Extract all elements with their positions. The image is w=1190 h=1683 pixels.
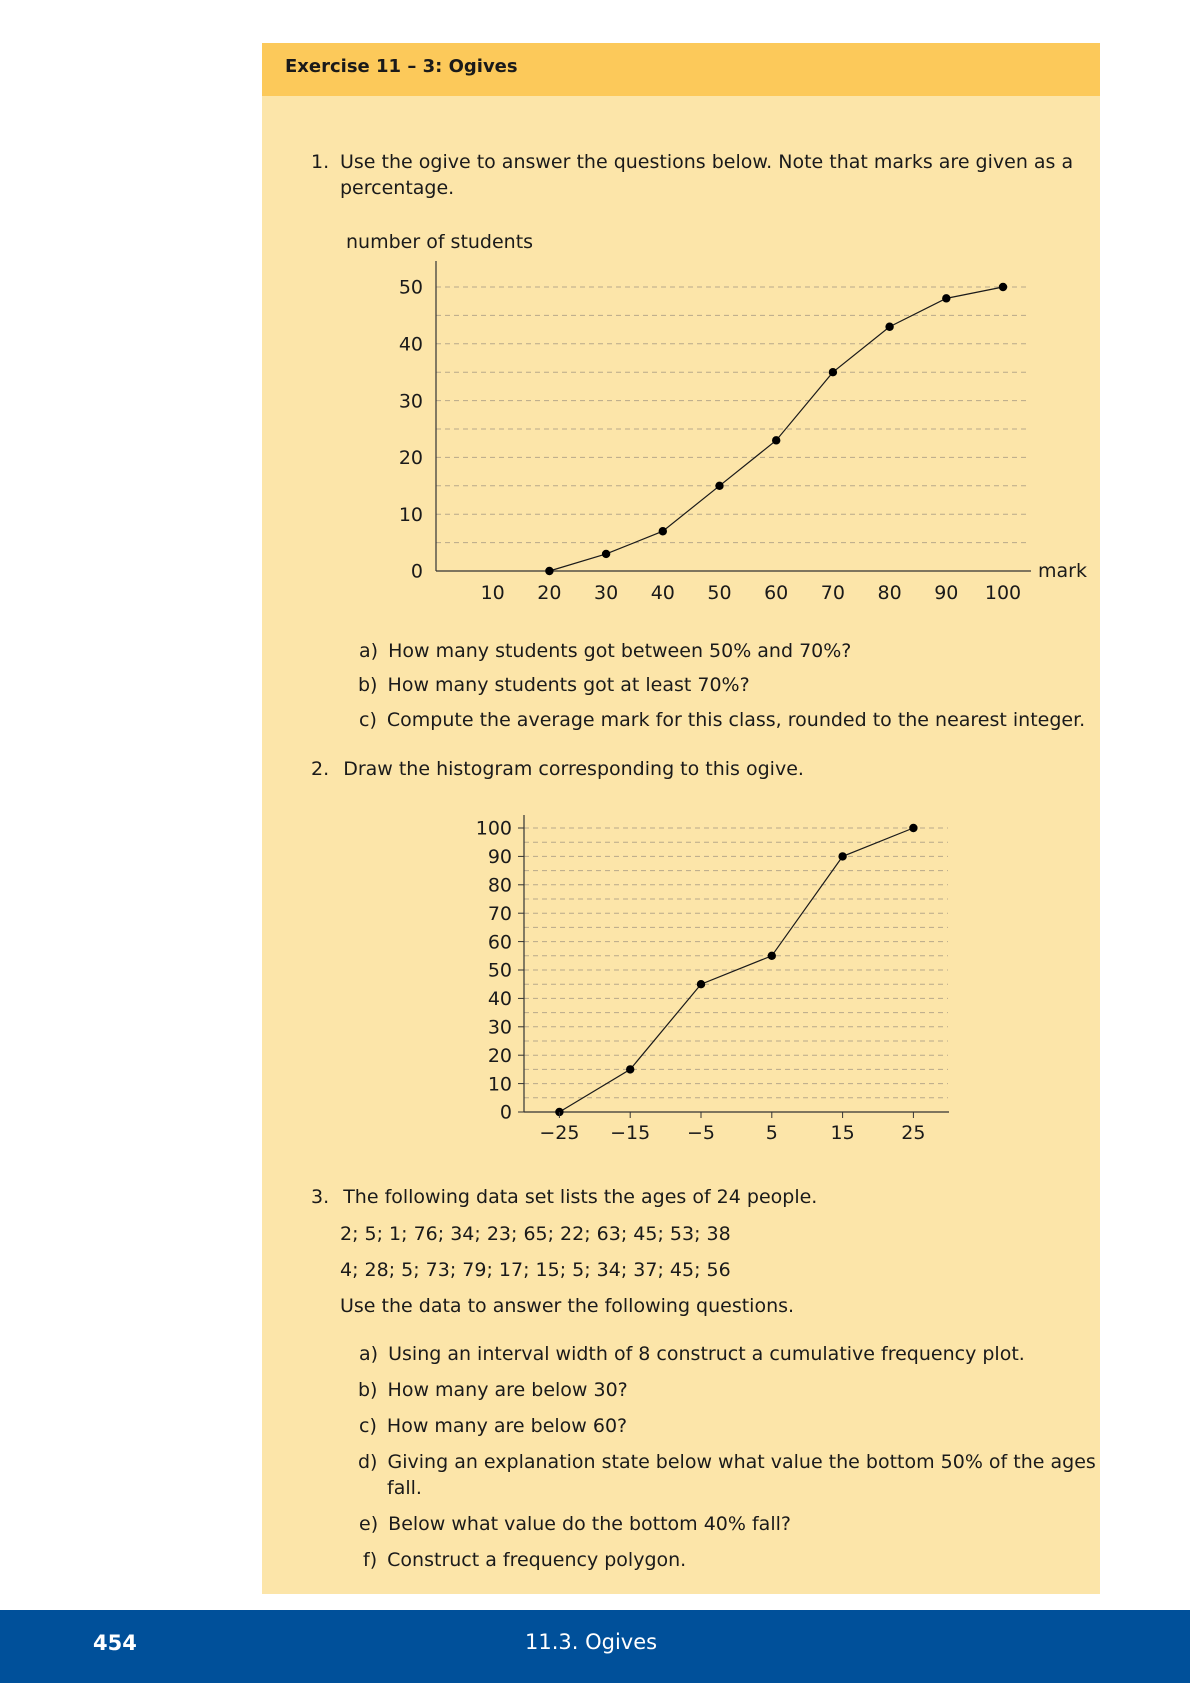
y-tick-label: 50 (399, 277, 423, 299)
x-tick-label: 15 (831, 1122, 855, 1144)
exercise-box: Exercise 11 – 3: Ogives (262, 43, 1100, 1594)
question-text-cont: percentage. (340, 177, 455, 199)
sub-text: Below what value do the bottom 40% fall? (388, 1513, 791, 1535)
sub-text: Giving an explanation state below what v… (387, 1451, 1096, 1473)
sub-label: a) (359, 640, 379, 662)
x-tick-label: 10 (481, 582, 505, 604)
question-text: Use the ogive to answer the questions be… (340, 151, 1074, 173)
x-tick-label: 30 (594, 582, 618, 604)
x-tick-label: 70 (821, 582, 845, 604)
x-tick-label: 80 (878, 582, 902, 604)
q3-sub-e: e) Below what value do the bottom 40% fa… (359, 1511, 791, 1537)
y-tick-label: 0 (500, 1102, 512, 1124)
section-label: 11.3. Ogives (525, 1630, 658, 1654)
x-tick-label: 60 (764, 582, 788, 604)
q3-sub-f: f) Construct a frequency polygon. (363, 1547, 686, 1573)
x-tick-label: 20 (537, 582, 561, 604)
sub-text: Construct a frequency polygon. (387, 1549, 687, 1571)
q3-data-line-2: 4; 28; 5; 73; 79; 17; 15; 5; 34; 37; 45;… (340, 1259, 731, 1281)
y-tick-label: 10 (488, 1073, 512, 1095)
sub-label: a) (359, 1343, 379, 1365)
q1-sub-c: c) Compute the average mark for this cla… (359, 707, 1085, 733)
q3-sub-a: a) Using an interval width of 8 construc… (359, 1341, 1025, 1367)
question-text: The following data set lists the ages of… (343, 1186, 818, 1208)
y-tick-label: 60 (488, 931, 512, 953)
exercise-title: Exercise 11 – 3: Ogives (285, 56, 518, 77)
y-tick-label: 80 (488, 874, 512, 896)
x-tick-label: 40 (651, 582, 675, 604)
y-tick-label: 20 (488, 1045, 512, 1067)
question-2: 2. Draw the histogram corresponding to t… (311, 756, 804, 782)
x-tick-label: 50 (707, 582, 731, 604)
exercise-header: Exercise 11 – 3: Ogives (262, 43, 1100, 96)
y-tick-label: 20 (399, 447, 423, 469)
y-tick-label: 30 (399, 390, 423, 412)
q3-sub-b: b) How many are below 30? (358, 1377, 628, 1403)
sub-text: Compute the average mark for this class,… (386, 709, 1086, 731)
question-number: 1. (311, 151, 330, 173)
data-point (885, 322, 894, 331)
x-tick-label: −15 (610, 1122, 650, 1144)
y-tick-label: 70 (488, 903, 512, 925)
sub-text: How many students got at least 70%? (387, 674, 750, 696)
y-tick-label: 100 (476, 818, 512, 840)
y-tick-label: 90 (488, 846, 512, 868)
data-point (626, 1065, 635, 1074)
y-tick-label: 10 (399, 504, 423, 526)
data-point (772, 436, 781, 445)
data-point (658, 527, 667, 536)
x-tick-label: 90 (934, 582, 958, 604)
y-tick-label: 0 (411, 561, 423, 583)
question-3: 3. The following data set lists the ages… (311, 1184, 817, 1210)
data-point (767, 951, 776, 960)
q1-sub-b: b) How many students got at least 70%? (358, 672, 750, 698)
x-tick-label: 100 (985, 582, 1021, 604)
footer-bar: 454 11.3. Ogives (0, 1610, 1190, 1683)
sub-label: b) (358, 674, 378, 696)
data-point (942, 294, 951, 303)
y-tick-label: 40 (488, 988, 512, 1010)
sub-text: How many students got between 50% and 70… (388, 640, 852, 662)
question-number: 3. (311, 1186, 330, 1208)
data-point (696, 980, 706, 989)
data-point (715, 481, 724, 490)
series-line (559, 827, 914, 1113)
data-point (998, 282, 1008, 292)
page-number: 454 (93, 1631, 137, 1655)
sub-text: How many are below 60? (386, 1415, 628, 1437)
sub-text-cont: fall. (387, 1477, 422, 1499)
sub-label: f) (363, 1549, 378, 1571)
sub-label: c) (359, 709, 377, 731)
data-point (601, 549, 611, 559)
y-tick-label: 40 (399, 333, 423, 355)
sub-text: How many are below 30? (387, 1379, 628, 1401)
data-point (828, 368, 838, 377)
q1-sub-a: a) How many students got between 50% and… (359, 638, 851, 664)
x-tick-label: 25 (901, 1122, 925, 1144)
sub-label: c) (359, 1415, 377, 1437)
data-point (838, 852, 847, 861)
y-tick-label: 30 (488, 1016, 512, 1038)
sub-label: e) (359, 1513, 379, 1535)
chart1-xlabel: mark (1038, 560, 1087, 582)
q3-sub-d: d) Giving an explanation state below wha… (358, 1449, 1096, 1499)
x-tick-label: −5 (687, 1122, 715, 1144)
question-text: Draw the histogram corresponding to this… (343, 758, 804, 780)
q3-data-line-1: 2; 5; 1; 76; 34; 23; 65; 22; 63; 45; 53;… (340, 1223, 731, 1245)
sub-text: Using an interval width of 8 construct a… (388, 1343, 1025, 1365)
q3-instruction: Use the data to answer the following que… (340, 1295, 795, 1317)
sub-label: d) (358, 1451, 378, 1473)
y-tick-label: 50 (488, 960, 512, 982)
data-point (909, 823, 918, 833)
x-tick-label: 5 (766, 1122, 778, 1144)
q3-sub-c: c) How many are below 60? (359, 1413, 627, 1439)
x-tick-label: −25 (539, 1122, 579, 1144)
data-point (545, 566, 554, 576)
sub-label: b) (358, 1379, 378, 1401)
chart1-ylabel: number of students (346, 231, 534, 253)
question-number: 2. (311, 758, 330, 780)
